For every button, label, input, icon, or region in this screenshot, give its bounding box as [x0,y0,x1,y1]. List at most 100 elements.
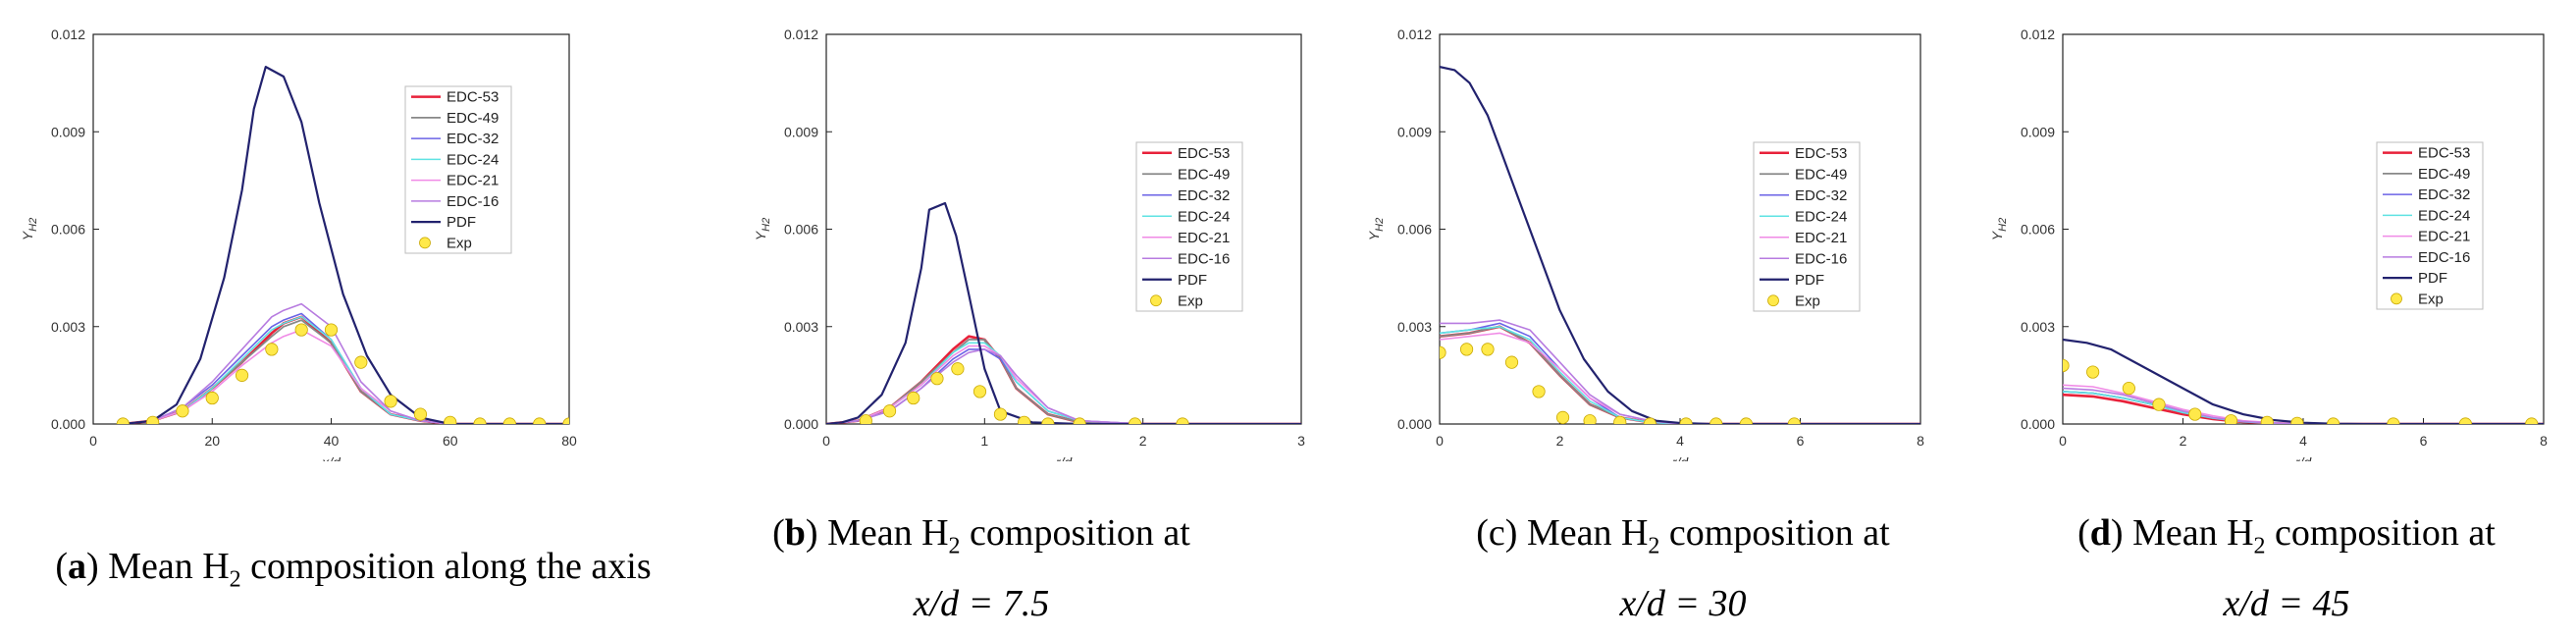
series-exp-point [1504,355,1519,369]
caption-d-post: composition at [2265,512,2496,554]
y-tick-label: 0.006 [51,222,85,238]
x-tick-label: 20 [204,433,220,449]
y-tick-label: 0.000 [2021,416,2055,432]
chart-a-svg: 0 20 40 60 80 0.000 0.003 0.006 0.009 0.012 x/d YH2… [20,27,577,461]
series-exp-point [973,385,987,398]
series-exp-point [2290,416,2304,424]
caption-a: (a) Mean H2 composition along the axis [55,546,652,593]
series-exp-point [235,368,249,382]
series-exp-point [473,417,487,424]
legend-label-edc-53: EDC-53 [2418,145,2470,162]
caption-c-pre: Mean H [1526,512,1649,554]
series-exp-point [1129,417,1142,424]
legend-label-edc-32: EDC-32 [1178,187,1230,204]
series-exp-point [1176,417,1189,424]
legend-box [404,85,512,254]
y-axis-label-main: Y [1366,230,1382,240]
chart-panel-c: 0 2 4 6 8 0.000 0.003 0.006 0.009 0.012 r/d YH2 EDC-… [1349,0,1958,637]
legend-label-edc-49: EDC-49 [1178,166,1230,183]
x-tick-label: 8 [1917,433,1924,449]
caption-b-post: composition at [960,512,1190,554]
series-edc-49-line [123,319,569,424]
legend-label-exp: Exp [447,235,472,251]
legend-label-edc-21: EDC-21 [447,173,499,189]
legend-label-exp: Exp [2418,291,2444,307]
y-tick-label: 0.000 [51,416,85,432]
plot-area [1440,66,1920,424]
x-tick-label: 60 [443,433,458,449]
caption-b: (b) Mean H2 composition at x/d = 7.5 [772,512,1190,624]
y-tick-label: 0.012 [2021,27,2055,42]
series-exp-point [205,391,219,405]
x-tick-label: 6 [2420,433,2428,449]
legend: EDC-53 EDC-49 EDC-32 EDC-24 EDC-21 EDC-16 PDF E… [1135,141,1243,312]
legend: EDC-53 EDC-49 EDC-32 EDC-24 EDC-21 EDC-16 PDF E… [1753,141,1861,312]
series-exp-point [444,415,457,424]
series-edc-21-line [2063,384,2544,424]
y-tick-label: 0.012 [51,27,85,42]
caption-a-pre: Mean H [108,546,230,587]
series-exp-point [882,404,897,418]
x-tick-label: 6 [1797,433,1805,449]
x-tick-label: 0 [2059,433,2067,449]
legend-swatch-exp [1767,294,1779,307]
chart-d-svg: 0 2 4 6 8 0.000 0.003 0.006 0.009 0.012 r/d YH2 EDC-… [1989,27,2548,461]
y-axis-label-sub: H2 [1997,218,2009,232]
legend-box [1753,141,1861,312]
y-tick-label: 0.003 [2021,319,2055,335]
y-tick-label: 0.003 [784,319,818,335]
x-tick-label: 40 [324,433,340,449]
x-axis-label: r/d [1056,454,1074,461]
legend-label-edc-24: EDC-24 [447,151,499,168]
series-exp-point [1073,417,1086,424]
y-tick-label: 0.003 [1397,319,1432,335]
legend: EDC-53 EDC-49 EDC-32 EDC-24 EDC-21 EDC-16 PDF E… [404,85,512,254]
y-axis-label: YH2 [20,218,39,240]
series-exp-point [2188,407,2202,421]
legend-label-edc-49: EDC-49 [1795,166,1847,183]
x-tick-label: 80 [561,433,577,449]
x-axis-label: r/d [2295,454,2313,461]
caption-d-pre: Mean H [2132,512,2254,554]
series-edc-16-line [1440,319,1920,424]
series-exp-point [1459,343,1474,356]
legend-label-edc-49: EDC-49 [447,110,499,127]
y-tick-label: 0.006 [1397,222,1432,238]
series-edc-16-line [2063,387,2544,424]
series-exp-point [951,362,965,376]
legend-label-edc-24: EDC-24 [1178,208,1230,225]
series-exp-point [2387,417,2400,424]
series-exp-point [354,355,368,369]
series-edc-24-line [123,315,569,424]
legend-box [1135,141,1243,312]
series-edc-24-line [826,342,1301,424]
series-exp-point [859,414,872,424]
y-tick-label: 0.009 [2021,124,2055,139]
series-edc-53-line [2063,393,2544,424]
caption-c-label: c [1488,512,1505,554]
legend-label-edc-24: EDC-24 [2418,207,2470,224]
legend-label-edc-16: EDC-16 [2418,249,2470,266]
series-exp-point [907,391,920,405]
series-exp-point [1613,415,1627,424]
legend-box [2376,141,2484,310]
legend-label-edc-53: EDC-53 [1178,145,1230,162]
series-edc-32-line [1440,322,1920,424]
series-exp-point [502,417,516,424]
legend-label-edc-49: EDC-49 [2418,166,2470,183]
caption-b-label: b [784,512,806,554]
legend-label-edc-16: EDC-16 [447,193,499,210]
series-edc-53-line [123,315,569,424]
series-pdf-line [826,201,1301,424]
series-exp-point [1643,417,1656,424]
series-exp-point [265,343,279,356]
series-exp-point [1041,417,1055,424]
series-exp-point [324,323,339,337]
series-edc-21-line [1440,332,1920,424]
series-exp-point [2327,417,2340,424]
x-tick-label: 2 [1556,433,1564,449]
y-tick-label: 0.009 [1397,124,1432,139]
chart-panel-b: 0 1 2 3 0.000 0.003 0.006 0.009 0.012 r/d YH2 EDC-5… [726,0,1335,637]
y-tick-label: 0.009 [51,124,85,139]
x-tick-label: 2 [1139,433,1147,449]
